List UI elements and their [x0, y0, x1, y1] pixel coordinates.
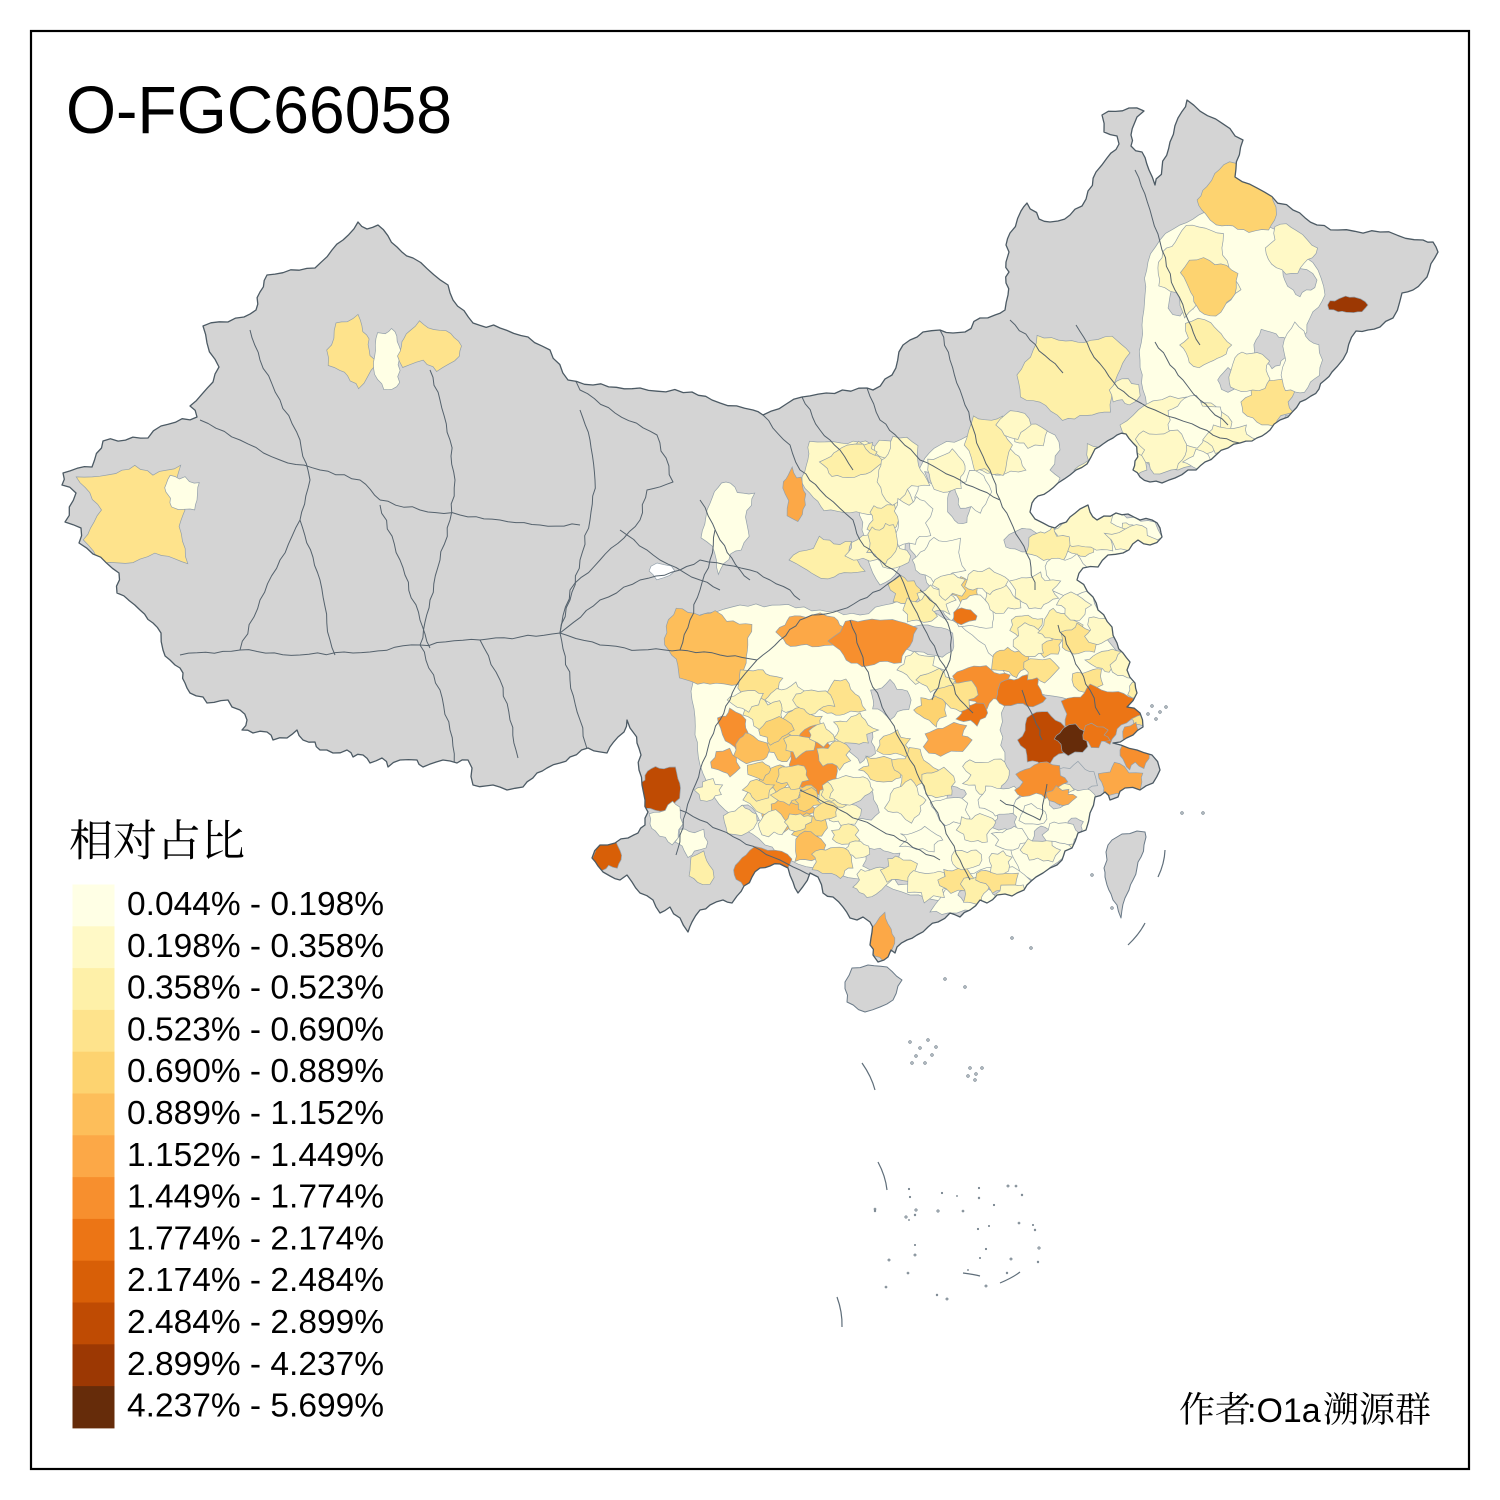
- svg-text:0.044% - 0.198%: 0.044% - 0.198%: [127, 886, 384, 923]
- svg-text:2.484% - 2.899%: 2.484% - 2.899%: [127, 1304, 384, 1341]
- svg-text:0.523% - 0.690%: 0.523% - 0.690%: [127, 1011, 384, 1048]
- svg-text:1.152% - 1.449%: 1.152% - 1.449%: [127, 1137, 384, 1174]
- svg-text::O1a: :O1a: [1247, 1392, 1321, 1430]
- svg-text:2.174% - 2.484%: 2.174% - 2.484%: [127, 1262, 384, 1299]
- svg-text:0.358% - 0.523%: 0.358% - 0.523%: [127, 970, 384, 1007]
- svg-text:4.237% - 5.699%: 4.237% - 5.699%: [127, 1388, 384, 1425]
- svg-text:1.774% - 2.174%: 1.774% - 2.174%: [127, 1220, 384, 1257]
- svg-text:O-FGC66058: O-FGC66058: [66, 73, 452, 148]
- svg-text:2.899% - 4.237%: 2.899% - 4.237%: [127, 1346, 384, 1383]
- svg-text:0.690% - 0.889%: 0.690% - 0.889%: [127, 1053, 384, 1090]
- svg-text:0.198% - 0.358%: 0.198% - 0.358%: [127, 928, 384, 965]
- svg-text:0.889% - 1.152%: 0.889% - 1.152%: [127, 1095, 384, 1132]
- svg-text:1.449% - 1.774%: 1.449% - 1.774%: [127, 1179, 384, 1216]
